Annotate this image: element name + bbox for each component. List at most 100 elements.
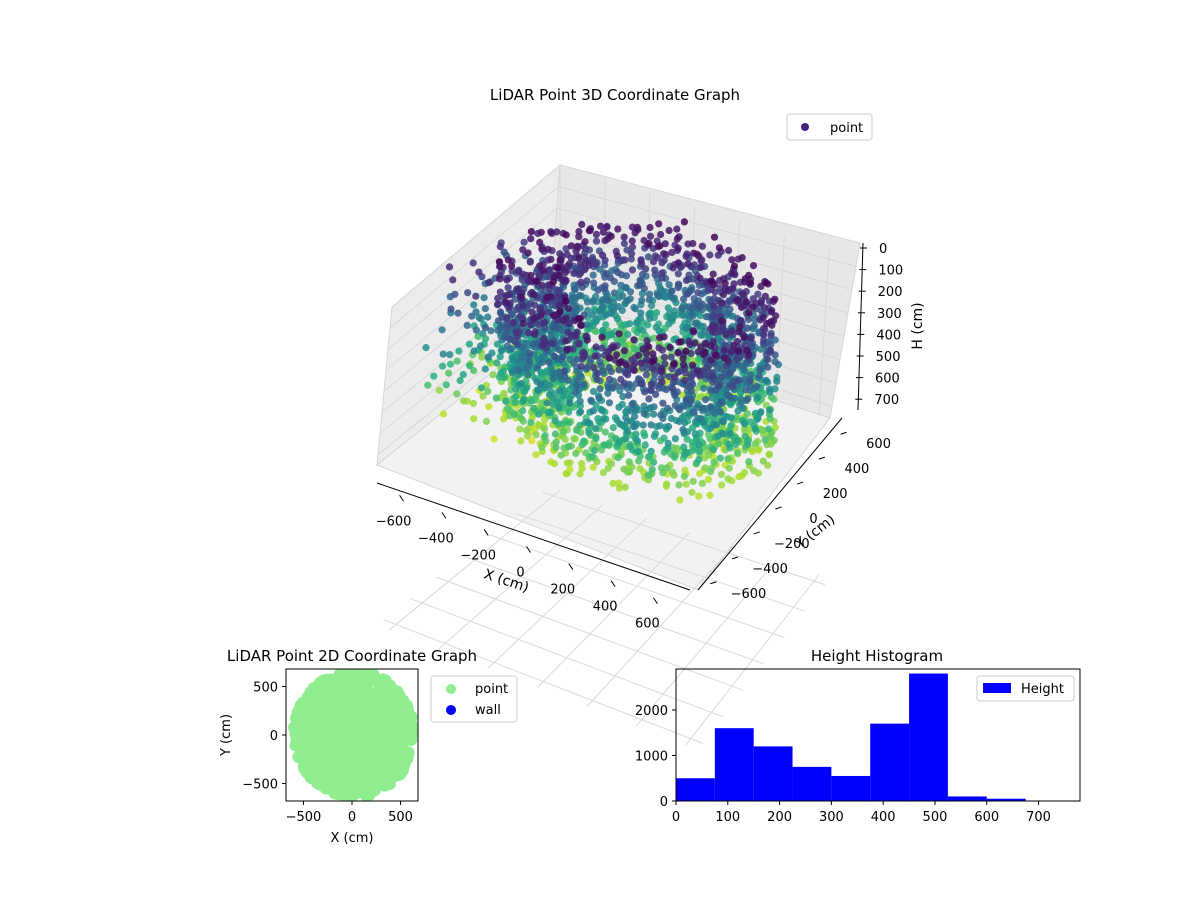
data-point (654, 291, 662, 299)
data-point (500, 415, 508, 423)
data-point (549, 278, 558, 286)
tick-mark (840, 431, 847, 435)
data-point (578, 464, 586, 472)
data-point (725, 464, 733, 472)
data-point (544, 308, 552, 316)
data-point (592, 343, 600, 351)
data-point (613, 315, 622, 323)
data-point (519, 302, 527, 310)
data-point (764, 363, 772, 371)
data-point (591, 425, 600, 433)
data-point (722, 330, 730, 338)
data-point (583, 277, 591, 285)
data-point (541, 318, 549, 326)
grid-line (391, 164, 561, 308)
data-point (645, 290, 654, 298)
data-point (493, 340, 501, 348)
data-point (641, 432, 649, 440)
data-point (487, 327, 495, 335)
data-point (625, 458, 633, 466)
data-point (724, 310, 733, 318)
data-point (524, 371, 532, 379)
data-point (674, 284, 682, 292)
data-point (361, 707, 374, 720)
data-point (707, 277, 715, 285)
data-point (547, 330, 555, 338)
data-point (578, 220, 586, 229)
data-point (688, 424, 697, 432)
data-point (764, 425, 773, 433)
data-point (532, 431, 540, 439)
data-point (451, 290, 459, 298)
data-point (512, 392, 520, 401)
data-point (336, 678, 349, 691)
data-point (530, 330, 539, 338)
data-point (601, 428, 610, 436)
data-point (455, 347, 463, 355)
data-point (603, 348, 611, 356)
data-point (527, 235, 535, 243)
data-point (596, 307, 604, 315)
plot-area-hist (675, 668, 1081, 802)
data-point (383, 681, 396, 694)
data-point (620, 233, 628, 241)
data-point (577, 260, 585, 268)
data-point (650, 403, 658, 411)
data-point (520, 238, 528, 246)
data-point (765, 406, 774, 414)
data-point (689, 446, 697, 454)
x-tick-label: 600 (974, 810, 999, 825)
data-point (644, 471, 652, 479)
data-point (617, 358, 625, 366)
data-point (671, 373, 679, 381)
data-point (502, 299, 510, 307)
legend-point-marker (446, 684, 456, 694)
y-tick-label: 0 (660, 795, 668, 810)
data-point (311, 701, 324, 714)
data-point (646, 232, 655, 240)
x-tick-label: −200 (460, 548, 496, 563)
data-point (549, 340, 557, 348)
data-point (542, 437, 550, 445)
data-point (701, 464, 709, 472)
data-point (561, 268, 570, 276)
data-point (577, 321, 585, 329)
data-point (686, 340, 694, 349)
data-point (707, 403, 715, 411)
data-point (373, 774, 386, 787)
legend-2d: point wall (430, 675, 518, 723)
data-point (304, 686, 317, 699)
data-point (668, 248, 676, 256)
data-point (640, 285, 648, 293)
data-point (681, 466, 689, 474)
data-point (485, 403, 493, 411)
data-point (504, 256, 512, 264)
tick-mark (775, 506, 782, 510)
data-point (680, 412, 688, 420)
data-point (559, 353, 567, 361)
data-point (741, 419, 749, 428)
data-point (602, 321, 610, 329)
data-point (647, 421, 655, 429)
data-point (540, 267, 548, 275)
data-point (565, 442, 573, 450)
data-point (709, 446, 718, 454)
y-tick-label: 2000 (635, 704, 668, 719)
z-axis-label-3d: H (cm) (910, 302, 926, 349)
data-point (718, 373, 726, 381)
data-point (334, 759, 347, 772)
data-point (523, 432, 532, 440)
data-point (679, 355, 687, 363)
data-point (680, 295, 688, 303)
data-point (575, 253, 583, 261)
data-point (761, 292, 770, 300)
data-point (543, 294, 551, 302)
data-point (547, 255, 555, 263)
data-point (572, 449, 580, 458)
data-point (535, 386, 543, 395)
x-tick-label: 400 (593, 600, 618, 615)
x-tick-label: 500 (388, 810, 413, 825)
data-point (352, 782, 365, 795)
data-point (638, 270, 647, 278)
data-point (642, 265, 650, 273)
